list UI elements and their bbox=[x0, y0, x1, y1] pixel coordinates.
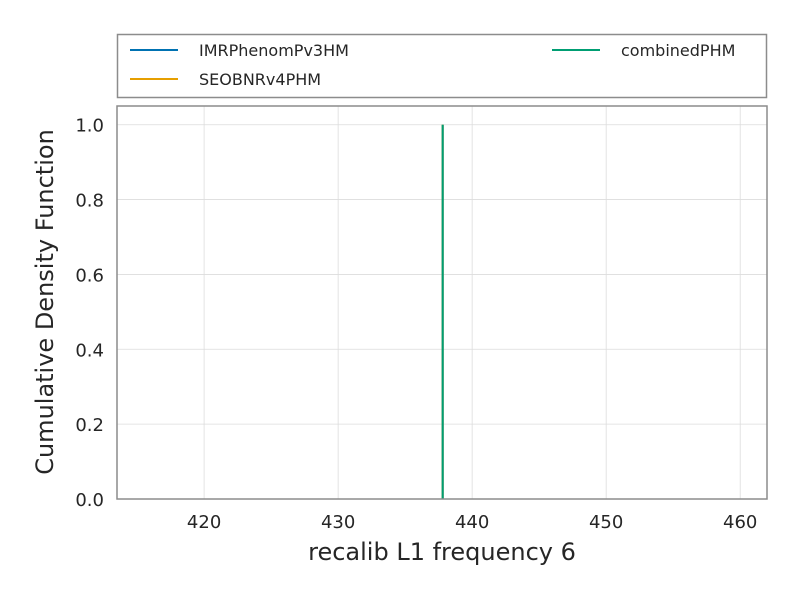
y-tick-label: 0.4 bbox=[75, 340, 104, 361]
legend: IMRPhenomPv3HM SEOBNRv4PHM combinedPHM bbox=[116, 33, 768, 99]
plot-frame bbox=[116, 105, 768, 500]
plot-area bbox=[116, 105, 768, 500]
x-axis-label: recalib L1 frequency 6 bbox=[308, 538, 576, 566]
y-tick-label: 0.8 bbox=[75, 191, 104, 212]
x-tick-label: 460 bbox=[723, 512, 757, 533]
legend-entry: SEOBNRv4PHM bbox=[130, 70, 321, 89]
x-tick-label: 450 bbox=[589, 512, 623, 533]
legend-label: IMRPhenomPv3HM bbox=[199, 41, 349, 60]
x-tick-label: 440 bbox=[455, 512, 489, 533]
y-axis-label: Cumulative Density Function bbox=[31, 129, 59, 475]
x-tick-label: 420 bbox=[187, 512, 221, 533]
legend-entry: IMRPhenomPv3HM bbox=[130, 41, 349, 60]
x-axis-ticks: 420 430 440 450 460 bbox=[187, 512, 757, 533]
y-tick-label: 0.2 bbox=[75, 415, 104, 436]
x-tick-label: 430 bbox=[321, 512, 355, 533]
y-tick-label: 0.6 bbox=[75, 265, 104, 286]
y-axis-ticks: 0.0 0.2 0.4 0.6 0.8 1.0 bbox=[75, 116, 104, 511]
legend-label: SEOBNRv4PHM bbox=[199, 70, 321, 89]
y-tick-label: 1.0 bbox=[75, 116, 104, 137]
y-tick-label: 0.0 bbox=[75, 490, 104, 511]
legend-label: combinedPHM bbox=[621, 41, 735, 60]
legend-entry: combinedPHM bbox=[552, 41, 735, 60]
legend-frame bbox=[116, 33, 768, 99]
